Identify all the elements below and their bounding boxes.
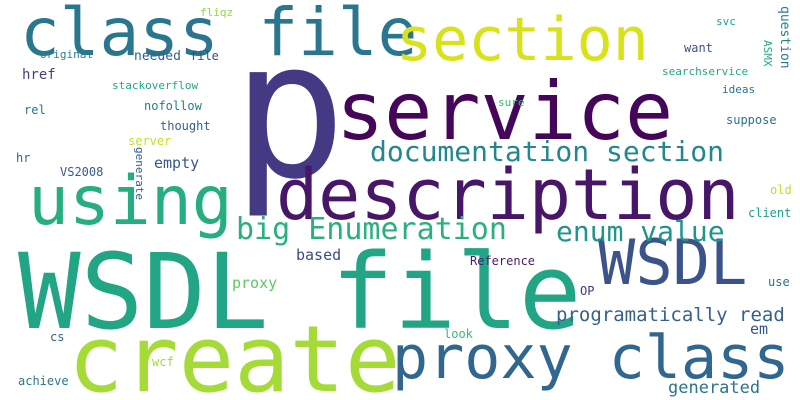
word-original: original — [40, 48, 93, 61]
word-create: create — [68, 306, 401, 400]
word-suppose: suppose — [726, 113, 777, 127]
word-using: using — [28, 162, 233, 241]
word-p: p — [232, 0, 347, 221]
word-cs: cs — [50, 330, 65, 344]
word-description: description — [276, 154, 740, 236]
word-enum-value: enum value — [556, 215, 725, 248]
word-hr: hr — [16, 151, 31, 165]
word-empty: empty — [154, 154, 200, 172]
word-wcf: wcf — [152, 355, 174, 369]
word-use: use — [768, 275, 790, 289]
word-nofollow: nofollow — [144, 99, 202, 113]
word-sure: sure — [498, 96, 525, 109]
word-file: file — [190, 49, 219, 63]
word-based: based — [296, 246, 342, 264]
word-vs2008: VS2008 — [60, 165, 104, 179]
word-server: server — [128, 134, 172, 148]
word-rel: rel — [24, 103, 46, 117]
word-client: client — [748, 206, 792, 220]
word-proxy-class: proxy class — [392, 323, 790, 393]
word-proxy: proxy — [232, 274, 278, 292]
word-look: look — [444, 327, 473, 341]
word-generated: generated — [668, 378, 761, 398]
word-stackoverflow: stackoverflow — [112, 79, 199, 92]
word-needed: needed — [134, 49, 181, 64]
word-generate: generate — [133, 147, 146, 200]
word-wsdl-file: WSDL file — [18, 231, 582, 353]
word-documentation-section: documentation section — [370, 135, 725, 168]
word-section: section — [396, 5, 649, 75]
word-service: service — [336, 65, 674, 158]
word-asmx: ASMX — [761, 40, 774, 67]
word-want: want — [684, 41, 713, 55]
word-programatically-read: programatically read — [556, 304, 785, 326]
word-old: old — [770, 183, 792, 197]
word-question: question — [777, 6, 792, 69]
word-achieve: achieve — [18, 374, 69, 388]
word-wsdl: WSDL — [598, 226, 748, 299]
word-big-enumeration: big Enumeration — [236, 212, 507, 247]
word-reference: Reference — [470, 254, 536, 268]
word-ideas: ideas — [722, 83, 756, 96]
word-em: em — [750, 320, 769, 338]
word-href: href — [22, 67, 56, 83]
word-fliqz: fliqz — [200, 6, 234, 19]
word-thought: thought — [160, 119, 211, 133]
word-op: OP — [580, 284, 595, 298]
word-class-file: class file — [20, 0, 418, 71]
word-svc: svc — [716, 15, 736, 28]
word-searchservice: searchservice — [662, 65, 749, 78]
